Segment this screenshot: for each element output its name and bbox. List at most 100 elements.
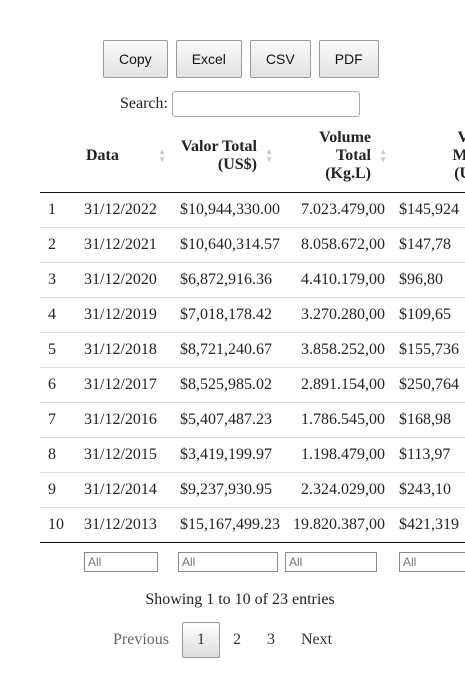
filter-cell-valor-medio [393, 542, 465, 582]
cell-valor-medio: $243,10 [393, 471, 465, 507]
cell-valor-medio: $113,97 [393, 436, 465, 472]
cell-data: 31/12/2016 [78, 401, 172, 437]
page-3-button[interactable]: 3 [267, 631, 275, 648]
pdf-button[interactable]: PDF [318, 40, 379, 78]
data-table: Data ▲ ▼ Valor Total (US$) ▲ ▼ Volume Total (Kg.L… [40, 120, 465, 582]
cell-valor-total: $10,640,314.57 [172, 226, 280, 262]
header-label-line: Data [86, 146, 119, 164]
cell-valor-total: $3,419,199.97 [172, 436, 279, 472]
cell-data: 31/12/2015 [78, 436, 172, 472]
table-row: 4 31/12/2019 $7,018,178.42 3.270.280,00 $109… [40, 296, 465, 332]
cell-data: 31/12/2021 [78, 226, 172, 262]
cell-valor-total: $6,872,916.36 [172, 261, 279, 297]
cell-volume-total: 1.786.545,00 [279, 401, 393, 437]
cell-valor-total: $8,721,240.67 [172, 331, 279, 367]
filter-data-input[interactable] [84, 552, 158, 573]
filter-cell-volume-total [279, 542, 393, 582]
next-button[interactable]: Next [301, 631, 333, 648]
header-label: ValoMédi(US$ [401, 129, 465, 183]
cell-valor-medio: $155,736 [393, 331, 465, 367]
table-row: 10 31/12/2013 $15,167,499.23 19.820.387,00 $… [40, 506, 465, 543]
cell-valor-medio: $250,764 [393, 366, 465, 402]
table-body: 1 31/12/2022 $10,944,330.00 7.023.479,00 $14… [40, 192, 465, 543]
header-data[interactable]: Data ▲ ▼ [78, 120, 172, 193]
header-label-line: Médi [452, 146, 465, 164]
header-valor-total[interactable]: Valor Total (US$) ▲ ▼ [172, 120, 279, 193]
search-input[interactable] [171, 91, 360, 117]
cell-data: 31/12/2020 [78, 261, 172, 297]
cell-valor-total: $9,237,930.95 [172, 471, 279, 507]
filter-cell-data [78, 542, 172, 582]
header-label-line: (US$) [217, 155, 257, 173]
csv-button[interactable]: CSV [249, 40, 311, 78]
data-table-container: Data ▲ ▼ Valor Total (US$) ▲ ▼ Volume Total (Kg.L… [40, 120, 465, 582]
cell-data: 31/12/2022 [84, 200, 157, 218]
cell-volume-total: 7.023.479,00 [301, 200, 385, 218]
row-index: 4 [40, 296, 78, 332]
row-index: 7 [40, 401, 78, 437]
previous-button[interactable]: Previous [113, 631, 169, 648]
table-row: 3 31/12/2020 $6,872,916.36 4.410.179,00 $96,… [40, 261, 465, 297]
cell-volume-total: 2.324.029,00 [279, 471, 393, 507]
copy-button[interactable]: Copy [103, 40, 168, 78]
search-label: Search: [120, 95, 168, 112]
page-2-button[interactable]: 2 [233, 631, 241, 648]
cell-volume-total: 3.858.252,00 [279, 331, 393, 367]
cell-valor-total: $7,018,178.42 [172, 296, 279, 332]
header-label: Data [86, 147, 150, 165]
row-index: 5 [40, 331, 78, 367]
cell-volume-total: 3.270.280,00 [279, 296, 393, 332]
header-label-line: (Kg.L) [325, 164, 371, 182]
table-row: 2 31/12/2021 $10,640,314.57 8.058.672,00 $14… [40, 226, 465, 262]
table-row: 6 31/12/2017 $8,525,985.02 2.891.154,00 $250… [40, 366, 465, 402]
row-index: 1 [48, 200, 56, 218]
cell-volume-total: 8.058.672,00 [279, 226, 393, 262]
header-label: Volume Total (Kg.L) [287, 129, 371, 183]
pagination: Previous 1 2 3 Next [100, 622, 345, 658]
cell-data: 31/12/2018 [78, 331, 172, 367]
export-buttons: Copy Excel CSV PDF [103, 40, 379, 78]
row-index: 6 [40, 366, 78, 402]
cell-data: 31/12/2017 [78, 366, 172, 402]
table-row: 1 31/12/2022 $10,944,330.00 7.023.479,00 $14… [40, 192, 465, 227]
excel-button[interactable]: Excel [175, 40, 242, 78]
table-row: 9 31/12/2014 $9,237,930.95 2.324.029,00 $243… [40, 471, 465, 507]
row-index: 3 [40, 261, 78, 297]
header-label-line: (US$ [454, 164, 465, 182]
filter-valor-medio-input[interactable] [399, 552, 465, 573]
page-1-button[interactable]: 1 [182, 622, 220, 658]
row-index: 9 [40, 471, 78, 507]
header-label-line: Volume [319, 128, 371, 146]
table-row: 7 31/12/2016 $5,407,487.23 1.786.545,00 $168… [40, 401, 465, 437]
cell-valor-medio: $147,78 [393, 226, 465, 262]
row-index: 2 [40, 226, 78, 262]
row-index: 8 [40, 436, 78, 472]
search-row: Search: [120, 91, 360, 117]
cell-valor-total: $8,525,985.02 [172, 366, 279, 402]
sort-icon: ▲ ▼ [158, 146, 166, 164]
cell-volume-total: 2.891.154,00 [279, 366, 393, 402]
header-valor-medio[interactable]: ValoMédi(US$ [393, 120, 465, 193]
sort-icon: ▲ ▼ [379, 146, 387, 164]
table-row: 8 31/12/2015 $3,419,199.97 1.198.479,00 $113… [40, 436, 465, 472]
cell-valor-total: $10,944,330.00 [180, 200, 280, 218]
filter-cell-index [40, 542, 78, 582]
filter-volume-total-input[interactable] [285, 552, 377, 573]
row-index: 10 [40, 506, 78, 543]
cell-valor-medio: $168,98 [393, 401, 465, 437]
header-index [40, 120, 78, 193]
filter-valor-total-input[interactable] [178, 552, 278, 573]
table-row: 5 31/12/2018 $8,721,240.67 3.858.252,00 $155… [40, 331, 465, 367]
table-filters [40, 542, 465, 582]
header-volume-total[interactable]: Volume Total (Kg.L) ▲ ▼ [279, 120, 393, 193]
cell-valor-medio: $421,319 [393, 506, 465, 543]
cell-data: 31/12/2014 [78, 471, 172, 507]
sort-icon: ▲ ▼ [265, 146, 273, 164]
filter-cell-valor-total [172, 542, 279, 582]
cell-valor-medio: $145,924 [399, 200, 459, 218]
cell-volume-total: 1.198.479,00 [279, 436, 393, 472]
header-label: Valor Total (US$) [180, 138, 257, 174]
cell-valor-medio: $96,80 [393, 261, 465, 297]
header-label-line: Valo [457, 128, 465, 146]
header-label-line: Valor Total [180, 137, 257, 155]
